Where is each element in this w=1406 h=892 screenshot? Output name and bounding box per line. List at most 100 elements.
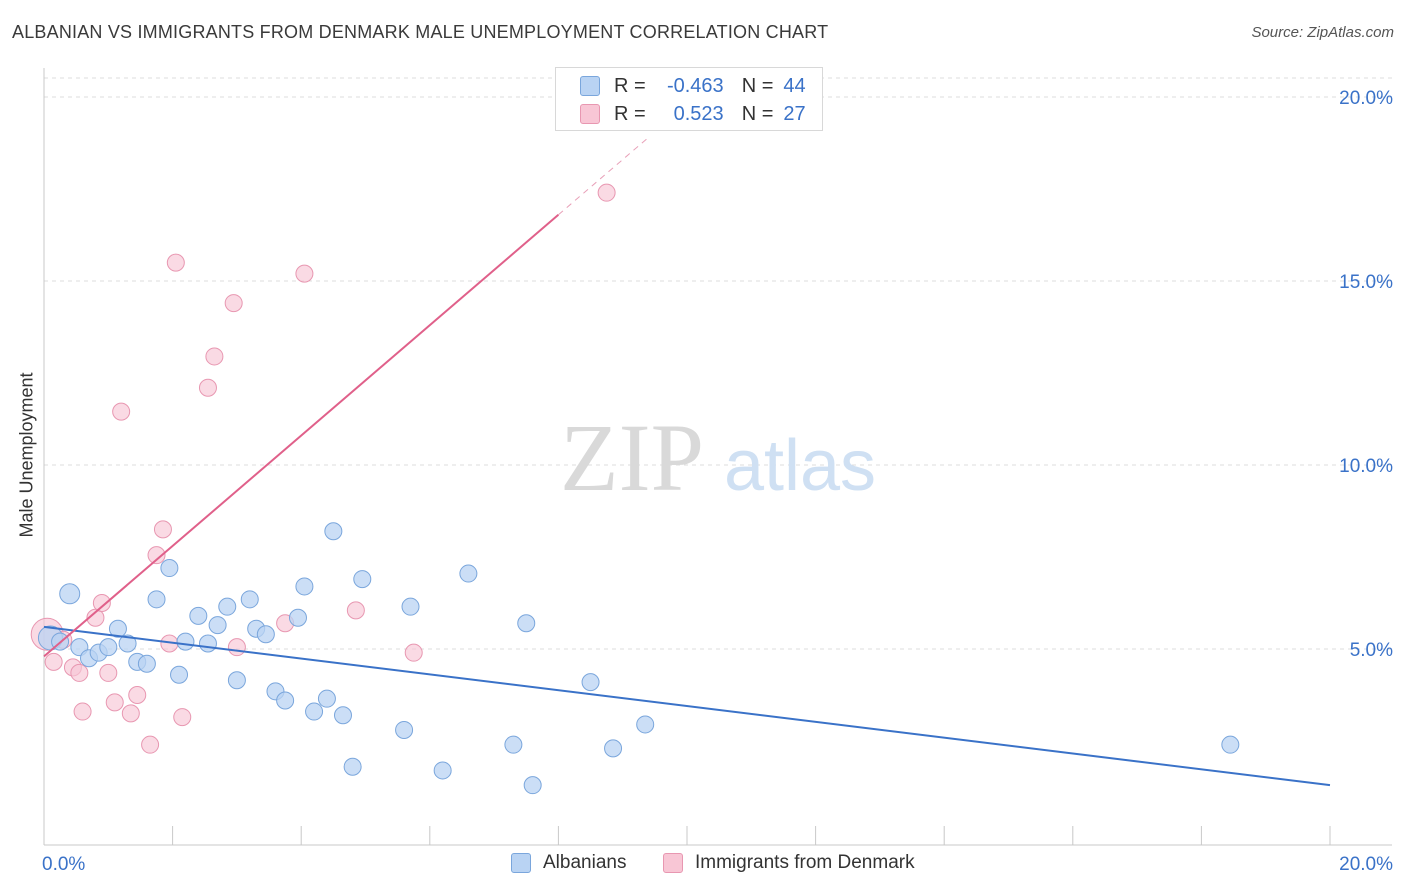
legend-n-value: 27 — [783, 102, 806, 125]
albanian-point — [170, 665, 189, 684]
denmark-trend-line — [43, 214, 560, 658]
axes — [43, 68, 1392, 846]
denmark-point — [227, 638, 246, 657]
albanian-point — [433, 761, 452, 780]
legend-n-label: N = — [741, 102, 774, 125]
albanian-point — [333, 706, 352, 725]
albanian-point — [59, 583, 81, 605]
legend-r-value: -0.463 — [666, 74, 724, 97]
denmark-points — [30, 183, 616, 754]
denmark-point — [141, 735, 160, 754]
denmark-swatch — [663, 853, 683, 873]
albanian-points — [37, 522, 1240, 795]
x-tick-label: 20.0% — [1339, 854, 1393, 875]
albanian-point — [189, 606, 208, 625]
albanian-point — [1221, 735, 1240, 754]
y-tick-label: 5.0% — [1350, 640, 1393, 661]
watermark-atlas: atlas — [724, 426, 876, 506]
denmark-trend-extension — [558, 137, 649, 216]
y-tick-label: 20.0% — [1339, 88, 1393, 109]
denmark-point — [224, 294, 243, 313]
albanian-point — [160, 559, 179, 578]
legend-row-denmark: R = 0.523 N = 27 — [580, 100, 806, 128]
legend-swatch-blue — [580, 76, 600, 96]
albanian-point — [324, 522, 343, 541]
albanian-point — [305, 702, 324, 721]
denmark-point — [153, 520, 172, 539]
legend-r-value: 0.523 — [673, 102, 724, 125]
denmark-point — [44, 652, 63, 671]
chart-title: ALBANIAN VS IMMIGRANTS FROM DENMARK MALE… — [12, 22, 829, 42]
albanian-point — [604, 739, 623, 758]
albanian-point — [353, 570, 372, 589]
watermark: ZIP atlas — [560, 404, 876, 511]
denmark-point — [128, 686, 147, 704]
denmark-point — [99, 663, 118, 682]
y-tick-label: 15.0% — [1339, 272, 1393, 293]
denmark-point — [73, 702, 92, 721]
albanian-point — [147, 590, 166, 609]
denmark-label: Immigrants from Denmark — [695, 852, 915, 873]
albanian-point — [118, 634, 137, 653]
albanian-point — [504, 735, 523, 754]
albanians-swatch — [511, 853, 531, 873]
legend-row-albanians: R = -0.463 N = 44 — [580, 72, 806, 100]
albanian-point — [176, 632, 195, 651]
denmark-point — [295, 264, 314, 283]
albanians-trend-line — [43, 625, 1331, 787]
albanian-point — [581, 673, 600, 692]
albanian-point — [208, 616, 227, 635]
source-label: Source: ZipAtlas.com — [1251, 24, 1394, 41]
legend-n-label: N = — [741, 74, 774, 97]
albanians-label: Albanians — [543, 852, 627, 873]
albanian-point — [240, 590, 259, 609]
grid-lines — [44, 77, 1392, 650]
denmark-point — [70, 663, 89, 682]
albanian-point — [295, 577, 314, 596]
legend-n-value: 44 — [783, 74, 806, 97]
albanian-point — [198, 634, 217, 653]
legend-swatch-pink — [580, 104, 600, 124]
x-tick-label: 0.0% — [42, 854, 85, 875]
albanian-point — [288, 608, 307, 627]
albanian-point — [317, 689, 336, 708]
denmark-point — [121, 704, 140, 723]
albanian-point — [523, 776, 542, 795]
denmark-point — [112, 402, 131, 421]
albanian-point — [459, 564, 478, 583]
albanian-point — [99, 638, 118, 657]
legend-r-label: R = — [614, 74, 646, 97]
watermark-zip: ZIP — [560, 404, 704, 511]
legend-item-albanians[interactable]: Albanians — [511, 852, 626, 874]
y-tick-label: 10.0% — [1339, 456, 1393, 477]
denmark-point — [147, 546, 166, 565]
albanian-point — [517, 614, 536, 633]
albanian-point — [636, 715, 655, 734]
denmark-point — [404, 643, 423, 662]
albanian-point — [401, 597, 420, 616]
albanian-point — [108, 619, 127, 638]
denmark-point — [346, 601, 365, 620]
legend-r-label: R = — [614, 102, 646, 125]
y-axis-label: Male Unemployment — [16, 372, 37, 538]
series-legend: Albanians Immigrants from Denmark — [0, 852, 1406, 878]
denmark-point — [166, 253, 185, 272]
albanian-point — [343, 757, 362, 776]
tick-labels: 5.0% 10.0% 15.0% 20.0% 0.0% 20.0% — [42, 88, 1393, 875]
albanian-point — [395, 720, 414, 739]
albanian-point — [218, 597, 237, 616]
denmark-point — [597, 183, 616, 202]
legend-item-denmark[interactable]: Immigrants from Denmark — [663, 852, 915, 874]
correlation-legend: R = -0.463 N = 44 R = 0.523 N = 27 — [555, 67, 823, 131]
denmark-point — [205, 347, 224, 366]
albanian-point — [137, 654, 156, 673]
trend-lines — [43, 137, 1331, 787]
albanian-point — [256, 625, 275, 644]
denmark-point — [173, 708, 192, 727]
denmark-point — [92, 594, 111, 612]
albanian-point — [276, 691, 295, 710]
denmark-point — [198, 378, 217, 397]
albanian-point — [227, 671, 246, 690]
denmark-point — [105, 693, 124, 712]
